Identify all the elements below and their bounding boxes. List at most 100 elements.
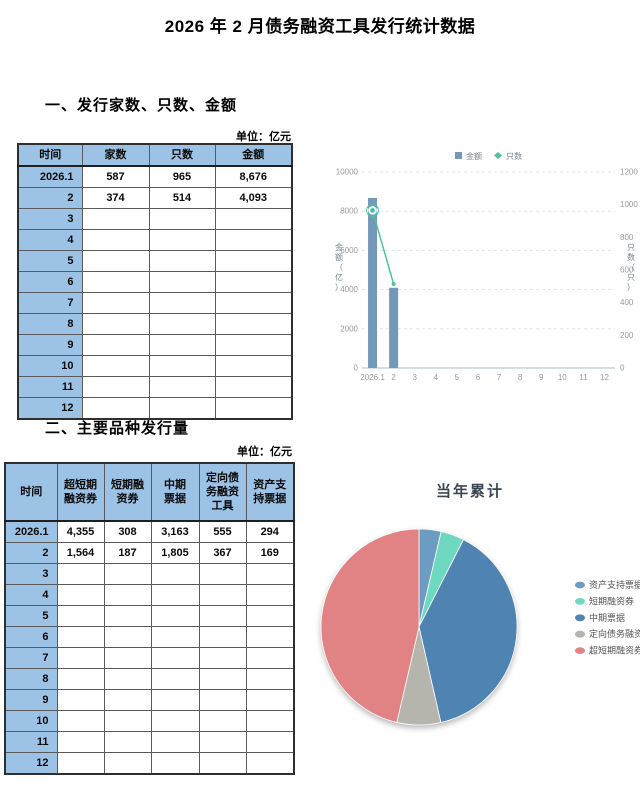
value-cell (198, 647, 247, 669)
value-cell (245, 731, 295, 753)
col-header: 只数 (148, 143, 216, 167)
value-cell (245, 689, 295, 711)
count-line (371, 210, 395, 285)
time-cell: 3 (4, 563, 58, 585)
time-cell: 10 (4, 710, 58, 732)
col-header: 超短期 融资券 (56, 462, 105, 522)
value-cell (214, 250, 293, 272)
value-cell (148, 355, 216, 377)
x-axis-tick: 8 (518, 373, 523, 382)
time-cell: 8 (4, 668, 58, 690)
col-header: 时间 (4, 462, 58, 522)
x-axis-tick: 10 (558, 373, 567, 382)
value-cell (214, 334, 293, 356)
right-axis-tick: 1000 (620, 200, 638, 209)
table-row: 8 (17, 313, 293, 335)
col-header: 资产支 持票据 (245, 462, 295, 522)
value-cell (214, 208, 293, 230)
time-cell: 5 (4, 605, 58, 627)
value-cell (150, 605, 200, 627)
value-cell (150, 752, 200, 775)
time-cell: 2 (17, 187, 83, 209)
right-axis-tick: 1200 (620, 168, 638, 177)
value-cell (103, 689, 152, 711)
time-cell: 9 (17, 334, 83, 356)
value-cell (103, 584, 152, 606)
pie (320, 528, 518, 726)
col-header: 金额 (214, 143, 293, 167)
amount-bar (368, 197, 378, 368)
table-row: 11 (4, 731, 295, 753)
table-row: 3 (17, 208, 293, 230)
amount-bar (389, 287, 399, 368)
ytd-cumulative-pie-chart: 当年累计资产支持票据短期融资券中期票据定向债务融资工具超短期融资券 (320, 482, 640, 726)
pie-legend-label: 资产支持票据 (589, 579, 640, 590)
legend-amount-label: 金额 (466, 151, 482, 161)
value-cell (214, 313, 293, 335)
value-cell (245, 668, 295, 690)
left-axis-tick: 8000 (340, 207, 358, 216)
table-row: 7 (17, 292, 293, 314)
value-cell (103, 710, 152, 732)
value-cell (198, 710, 247, 732)
value-cell (198, 731, 247, 753)
col-header: 中期 票据 (150, 462, 200, 522)
x-axis-tick: 2 (391, 373, 396, 382)
table-row: 7 (4, 647, 295, 669)
variety-issuance-table-wrap: 时间 超短期 融资券 短期融 资券 中期 票据 定向债 务融资 工具 资产支 持票据 202… (4, 462, 295, 775)
section2-heading: 二、主要品种发行量 (45, 420, 190, 437)
value-cell (245, 626, 295, 648)
pie-legend-marker (575, 647, 585, 654)
pie-legend-marker (575, 598, 585, 605)
value-cell: 514 (148, 187, 216, 209)
value-cell (150, 731, 200, 753)
value-cell (148, 313, 216, 335)
right-axis-tick: 800 (620, 233, 634, 242)
value-cell (56, 668, 105, 690)
value-cell (198, 584, 247, 606)
value-cell: 3,163 (150, 520, 200, 543)
value-cell (148, 334, 216, 356)
value-cell (245, 605, 295, 627)
value-cell (198, 605, 247, 627)
value-cell (150, 710, 200, 732)
x-axis-tick: 9 (539, 373, 544, 382)
value-cell (103, 605, 152, 627)
left-axis-tick: 2000 (340, 324, 358, 333)
value-cell (56, 626, 105, 648)
time-cell: 3 (17, 208, 83, 230)
legend-count-label: 只数 (506, 151, 522, 161)
value-cell (198, 668, 247, 690)
time-cell: 12 (17, 397, 83, 420)
value-cell (56, 605, 105, 627)
legend-count-marker (494, 152, 502, 159)
table-row: 6 (4, 626, 295, 648)
pie-legend-marker (575, 581, 585, 589)
value-cell (81, 250, 150, 272)
table-row: 12 (4, 752, 295, 775)
time-cell: 6 (17, 271, 83, 293)
value-cell (150, 626, 200, 648)
value-cell (148, 229, 216, 251)
section1-unit-label: 单位：亿元 (236, 131, 291, 143)
value-cell (81, 313, 150, 335)
value-cell: 187 (103, 542, 152, 564)
value-cell (198, 752, 247, 775)
section2-unit-label: 单位：亿元 (237, 446, 292, 458)
value-cell (103, 731, 152, 753)
amount-count-combo-chart: 金额 只数 0 2000 4000 6000 8000 10000 0 200 400 600 800 1… (335, 151, 638, 382)
legend-amount-swatch (455, 152, 462, 159)
value-cell (214, 355, 293, 377)
time-cell: 10 (17, 355, 83, 377)
value-cell (214, 271, 293, 293)
time-cell: 2026.1 (17, 165, 83, 188)
pie-legend-label: 超短期融资券 (589, 645, 640, 656)
time-cell: 9 (4, 689, 58, 711)
table-row: 10 (17, 355, 293, 377)
time-cell: 2 (4, 542, 58, 564)
page-title: 2026 年 2 月债务融资工具发行统计数据 (164, 17, 476, 36)
value-cell: 367 (198, 542, 247, 564)
value-cell: 8,676 (214, 165, 293, 188)
value-cell: 374 (81, 187, 150, 209)
value-cell (148, 208, 216, 230)
